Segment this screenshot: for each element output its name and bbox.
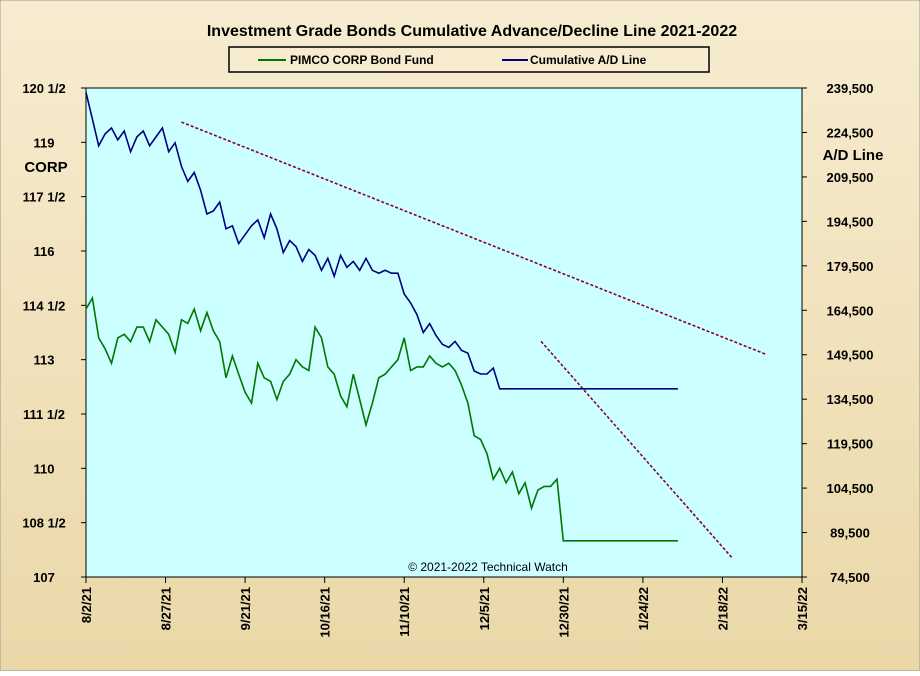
right-tick-label: 224,500 [827, 125, 874, 140]
left-tick-label: 120 1/2 [22, 81, 65, 96]
left-tick-label: 117 1/2 [23, 190, 66, 205]
trendline-2 [540, 340, 733, 559]
left-tick-label: 119 [34, 135, 55, 150]
x-tick-label: 10/16/21 [318, 587, 333, 638]
left-tick-label: 114 1/2 [23, 298, 66, 313]
series-lines [85, 92, 678, 542]
x-tick-label: 12/30/21 [556, 587, 571, 638]
x-axis-ticks: 8/2/21 8/27/21 9/21/21 10/16/21 11/10/21 12/5… [79, 577, 810, 638]
series-line-corp [85, 295, 678, 542]
x-tick-label: 3/15/22 [795, 587, 810, 630]
right-tick-label: 104,500 [827, 481, 874, 496]
x-tick-label: 8/2/21 [79, 587, 94, 623]
chart-title: Investment Grade Bonds Cumulative Advanc… [207, 23, 737, 40]
left-tick-label: 110 [34, 461, 55, 476]
right-tick-label: 194,500 [827, 214, 874, 229]
left-tick-label: 116 [34, 244, 55, 259]
x-tick-label: 11/10/21 [397, 587, 412, 637]
right-tick-label: 149,500 [827, 348, 874, 363]
right-tick-label: 134,500 [827, 392, 874, 407]
plot-area [85, 87, 803, 578]
right-tick-label: 179,500 [827, 259, 874, 274]
trendline-1 [181, 121, 768, 356]
legend-label-corp: PIMCO CORP Bond Fund [290, 53, 434, 67]
left-tick-label: 111 1/2 [23, 407, 65, 422]
legend-box [228, 46, 710, 73]
right-tick-label: 89,500 [830, 526, 870, 541]
right-tick-label: 164,500 [827, 303, 874, 318]
copyright-text: © 2021-2022 Technical Watch [408, 560, 568, 574]
x-tick-label: 1/24/22 [636, 587, 651, 630]
trendlines [181, 121, 768, 559]
left-axis-label: CORP [24, 159, 67, 176]
right-axis-label: A/D Line [823, 147, 884, 164]
series-line-ad [85, 92, 678, 390]
left-tick-label: 107 [33, 570, 55, 585]
x-tick-label: 12/5/21 [477, 587, 492, 630]
right-tick-label: 74,500 [830, 570, 870, 585]
legend-label-ad: Cumulative A/D Line [530, 53, 647, 67]
right-axis-ticks: 74,500 89,500 104,500 119,500 134,500 149,500… [802, 81, 874, 585]
x-tick-label: 2/18/22 [715, 587, 730, 630]
right-tick-label: 209,500 [827, 170, 874, 185]
right-tick-label: 119,500 [827, 437, 873, 452]
left-tick-label: 113 [34, 353, 55, 368]
left-tick-label: 108 1/2 [22, 516, 65, 531]
x-tick-label: 8/27/21 [159, 587, 174, 630]
x-tick-label: 9/21/21 [238, 587, 253, 630]
right-tick-label: 239,500 [827, 81, 874, 96]
left-axis-ticks: 107 108 1/2 110 111 1/2 113 114 1/2 116 117 1/2… [22, 81, 86, 585]
